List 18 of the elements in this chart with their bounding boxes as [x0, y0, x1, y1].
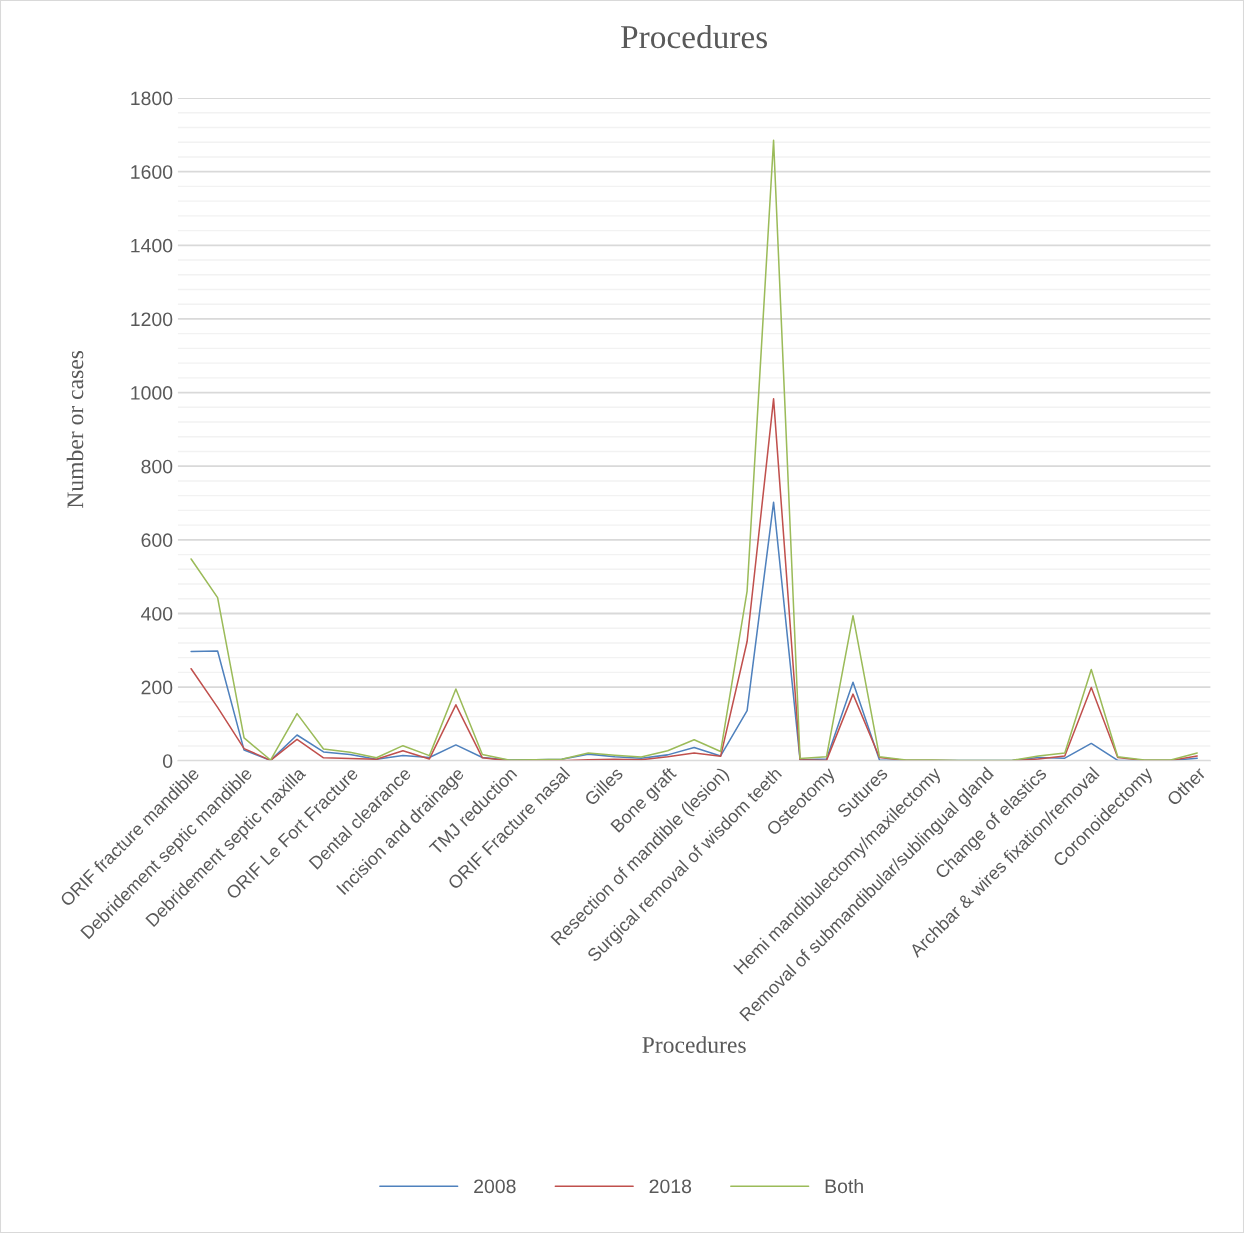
- y-tick-label: 1000: [131, 386, 173, 400]
- y-tick-label: 600: [141, 533, 173, 548]
- y-tick-label: 1200: [131, 312, 173, 327]
- y-tick-label: 800: [141, 459, 173, 474]
- line-series: [190, 139, 1198, 761]
- legend-label: Both: [825, 1178, 863, 1194]
- line-series: [190, 398, 1198, 761]
- legend-label: 2008: [474, 1179, 516, 1194]
- y-tick-label: 200: [141, 680, 173, 695]
- y-tick-label: 1800: [131, 91, 173, 106]
- y-tick-label: 1600: [131, 165, 173, 179]
- y-tick-label: 0: [162, 754, 173, 768]
- y-tick-label: 1400: [131, 238, 173, 253]
- x-axis-title: Procedures: [642, 1036, 746, 1053]
- y-axis-title: Number or cases: [66, 350, 84, 509]
- y-tick-label: 400: [141, 606, 173, 621]
- legend-label: 2018: [649, 1179, 692, 1194]
- chart-title: Procedures: [621, 24, 767, 49]
